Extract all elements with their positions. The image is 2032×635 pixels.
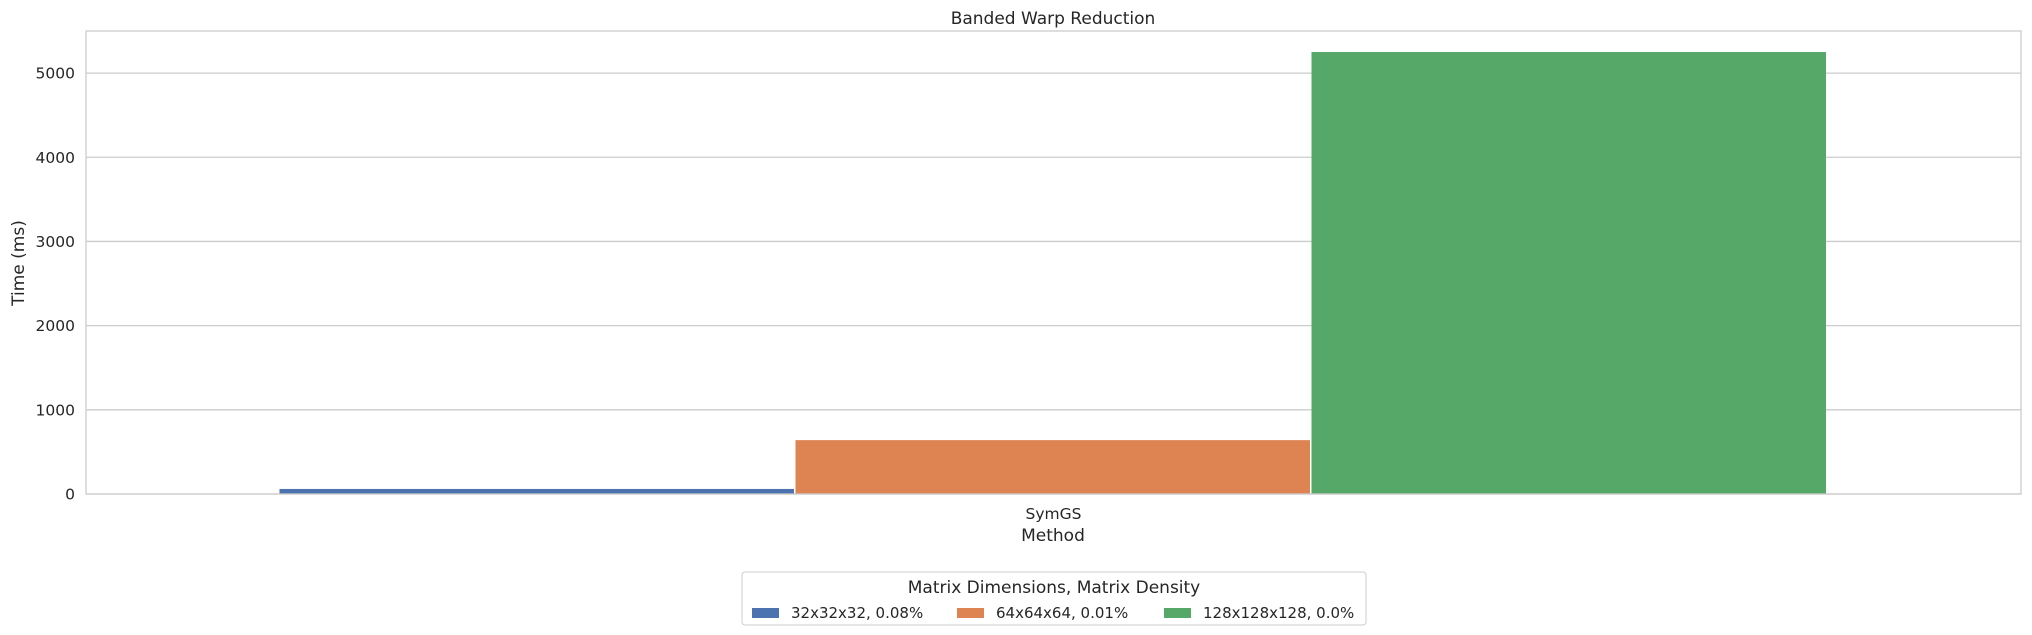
legend-items: 32x32x32, 0.08% 64x64x64, 0.01% 128x128x12… [752, 604, 1354, 622]
x-tick-label: SymGS [1026, 505, 1082, 523]
y-tick-label: 5000 [36, 65, 75, 83]
bar [279, 488, 794, 494]
legend-swatch [957, 608, 984, 618]
legend: Matrix Dimensions, Matrix Density 32x32x… [741, 571, 1367, 626]
legend-label: 128x128x128, 0.0% [1203, 604, 1354, 622]
bars [279, 52, 1826, 494]
legend-frame [741, 571, 1367, 626]
y-tick-labels: 0 1000 2000 3000 4000 5000 [36, 65, 75, 504]
x-tick-labels: SymGS [1026, 505, 1082, 523]
y-tick-label: 3000 [36, 233, 75, 251]
legend-swatch [1164, 608, 1191, 618]
y-axis-label: Time (ms) [9, 220, 29, 307]
bar [1311, 52, 1826, 494]
legend-label: 32x32x32, 0.08% [791, 604, 923, 622]
y-tick-label: 2000 [36, 317, 75, 335]
plot-frame [85, 30, 2022, 495]
y-tick-label: 4000 [36, 149, 75, 167]
y-tick-label: 0 [65, 486, 75, 504]
legend-title: Matrix Dimensions, Matrix Density [908, 578, 1201, 598]
bar [795, 440, 1310, 494]
legend-swatch [752, 608, 779, 618]
legend-label: 64x64x64, 0.01% [996, 604, 1128, 622]
x-axis-label: Method [1021, 526, 1085, 546]
y-tick-label: 1000 [36, 401, 75, 419]
chart-title: Banded Warp Reduction [951, 9, 1156, 29]
